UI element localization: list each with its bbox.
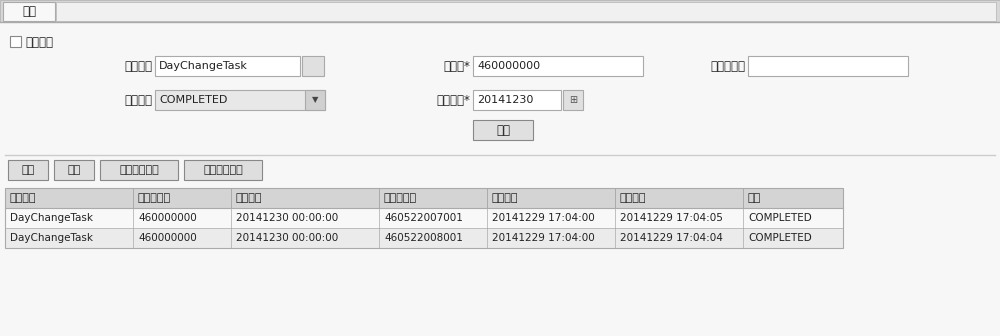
Text: 任务结束: 任务结束: [620, 193, 646, 203]
Text: COMPLETED: COMPLETED: [159, 95, 227, 105]
Bar: [54, 160, 94, 180]
Text: 委托人编号: 委托人编号: [710, 59, 745, 73]
Text: 460522008001: 460522008001: [384, 233, 463, 243]
Text: 状态: 状态: [748, 193, 761, 203]
Bar: [748, 56, 908, 76]
Bar: [5, 228, 843, 248]
Text: 一级分行号: 一级分行号: [138, 193, 171, 203]
Text: 任务名称: 任务名称: [10, 193, 36, 203]
Bar: [5, 188, 843, 208]
Text: 20141229 17:04:04: 20141229 17:04:04: [620, 233, 723, 243]
Text: 20141230: 20141230: [477, 95, 533, 105]
Text: 自动刺新: 自动刺新: [25, 36, 53, 48]
Text: 委托人分行: 委托人分行: [384, 193, 417, 203]
Text: 查询: 查询: [496, 124, 510, 136]
Text: 20141229 17:04:00: 20141229 17:04:00: [492, 213, 595, 223]
Bar: [3, 2, 55, 21]
Text: 20141229 17:04:00: 20141229 17:04:00: [492, 233, 595, 243]
Text: DayChangeTask: DayChangeTask: [10, 213, 93, 223]
Text: 20141230 00:00:00: 20141230 00:00:00: [236, 213, 338, 223]
Text: ⊞: ⊞: [569, 95, 577, 105]
Bar: [100, 160, 178, 180]
Bar: [473, 56, 643, 76]
Text: 20141229 17:04:05: 20141229 17:04:05: [620, 213, 723, 223]
Bar: [56, 2, 996, 21]
Text: 监控: 监控: [22, 5, 36, 18]
Bar: [155, 56, 300, 76]
Text: 查询异常信息: 查询异常信息: [119, 165, 159, 175]
Bar: [5, 188, 843, 248]
Text: DayChangeTask: DayChangeTask: [10, 233, 93, 243]
Text: 任务开始: 任务开始: [492, 193, 518, 203]
Text: DayChangeTask: DayChangeTask: [159, 61, 248, 71]
Text: 460000000: 460000000: [477, 61, 540, 71]
Bar: [8, 160, 48, 180]
Bar: [155, 90, 325, 110]
Bar: [302, 56, 324, 76]
Text: 20141230 00:00:00: 20141230 00:00:00: [236, 233, 338, 243]
Bar: [305, 90, 325, 110]
Text: COMPLETED: COMPLETED: [748, 233, 812, 243]
Bar: [5, 208, 843, 228]
Text: 转移: 转移: [67, 165, 81, 175]
Text: 账务日期: 账务日期: [236, 193, 262, 203]
Bar: [473, 90, 561, 110]
Text: 460000000: 460000000: [138, 233, 197, 243]
Text: 任务状态: 任务状态: [124, 93, 152, 107]
Text: 任务名称: 任务名称: [124, 59, 152, 73]
Text: 账务日期*: 账务日期*: [436, 93, 470, 107]
Text: ▼: ▼: [312, 95, 318, 104]
Text: 干预: 干预: [21, 165, 35, 175]
Bar: [473, 120, 533, 140]
Text: 查询历过信息: 查询历过信息: [203, 165, 243, 175]
Bar: [563, 90, 583, 110]
Text: 分行号*: 分行号*: [443, 59, 470, 73]
Text: 460522007001: 460522007001: [384, 213, 463, 223]
Text: 460000000: 460000000: [138, 213, 197, 223]
Bar: [184, 160, 262, 180]
Text: COMPLETED: COMPLETED: [748, 213, 812, 223]
Bar: [10, 36, 21, 47]
Bar: [0, 0, 1000, 22]
